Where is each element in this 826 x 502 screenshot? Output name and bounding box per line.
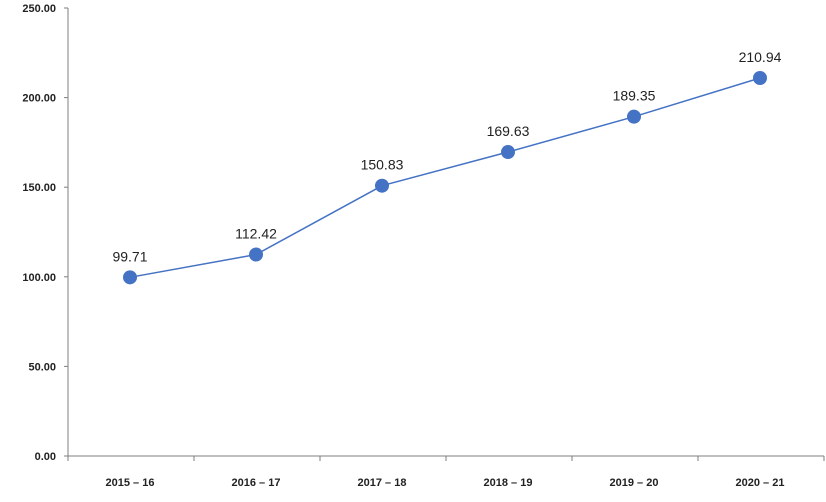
data-point: [375, 178, 389, 193]
x-tick-label: 2016 – 17: [232, 477, 281, 489]
series-line: [129, 77, 761, 279]
axes: [64, 7, 825, 461]
x-tick-label: 2020 – 21: [736, 477, 785, 489]
x-tick-label: 2018 – 19: [484, 477, 533, 489]
y-tick-label: 250.00: [22, 3, 56, 15]
data-point: [753, 70, 767, 85]
data-point: [501, 145, 515, 160]
data-label: 189.35: [613, 88, 656, 104]
y-tick-label: 150.00: [22, 182, 56, 194]
data-label: 169.63: [487, 123, 530, 139]
y-tick-label: 200.00: [22, 93, 56, 105]
data-label: 210.94: [739, 49, 782, 65]
data-labels: 99.71 112.42 150.83 169.63 189.35 210.94: [112, 49, 781, 264]
x-tick-label: 2015 – 16: [106, 477, 155, 489]
data-label: 99.71: [112, 248, 147, 264]
y-tick-label: 100.00: [22, 272, 56, 284]
series: [123, 70, 767, 285]
y-tick-label: 50.00: [28, 361, 56, 373]
data-label: 150.83: [361, 157, 404, 173]
data-point: [249, 247, 263, 262]
data-label: 112.42: [235, 226, 277, 242]
x-tick-label: 2017 – 18: [358, 477, 407, 489]
data-point: [123, 270, 137, 285]
x-tick-label: 2019 – 20: [610, 477, 659, 489]
y-tick-label: 0.00: [35, 451, 56, 463]
data-point: [627, 109, 641, 124]
tick-labels: 0.00 50.00 100.00 150.00 200.00 250.00 2015 – …: [22, 3, 784, 489]
